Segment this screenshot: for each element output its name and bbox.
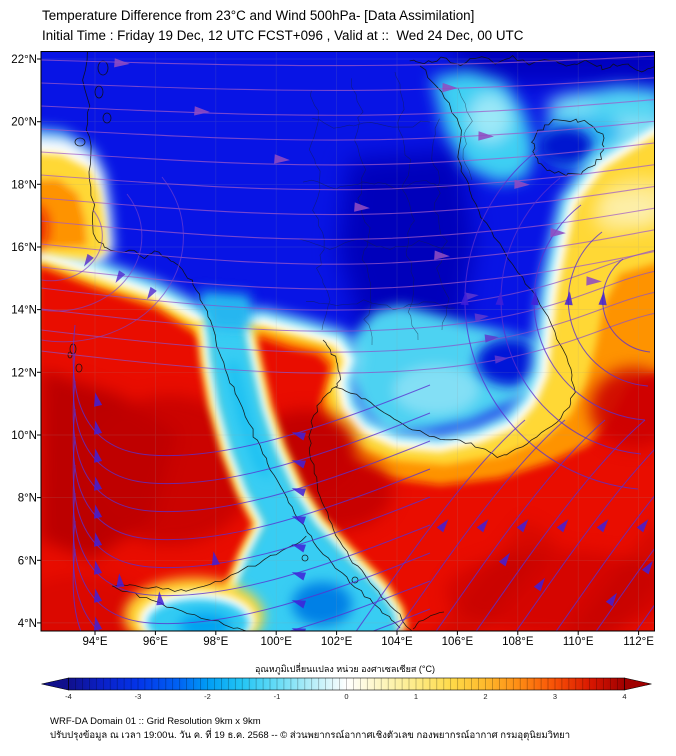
svg-text:-4: -4 [65, 692, 72, 701]
svg-text:Temperature Difference from 23: Temperature Difference from 23°C and Win… [42, 8, 474, 23]
svg-text:-2: -2 [204, 692, 211, 701]
svg-text:22°N: 22°N [11, 54, 37, 66]
svg-text:100°E: 100°E [260, 636, 292, 648]
svg-text:3: 3 [553, 692, 557, 701]
svg-text:112°E: 112°E [623, 636, 654, 648]
svg-text:94°E: 94°E [82, 636, 107, 648]
svg-text:18°N: 18°N [11, 179, 37, 191]
svg-text:6°N: 6°N [18, 555, 37, 567]
svg-text:10°N: 10°N [11, 430, 37, 442]
svg-text:1: 1 [414, 692, 418, 701]
svg-text:104°E: 104°E [381, 636, 413, 648]
svg-text:110°E: 110°E [563, 636, 594, 648]
svg-text:8°N: 8°N [18, 493, 37, 505]
svg-text:102°E: 102°E [321, 636, 353, 648]
svg-text:0: 0 [344, 692, 348, 701]
svg-text:ปรับปรุงข้อมูล ณ เวลา 19:00น.: ปรับปรุงข้อมูล ณ เวลา 19:00น. วัน ค. ที่… [50, 728, 570, 741]
svg-text:14°N: 14°N [11, 305, 37, 317]
svg-text:16°N: 16°N [11, 242, 37, 254]
svg-text:2: 2 [483, 692, 487, 701]
svg-text:Initial Time : Friday 19 Dec,: Initial Time : Friday 19 Dec, 12 UTC FCS… [42, 28, 524, 43]
svg-text:อุณหภูมิเปลี่ยนแปลง หน่วย องศา: อุณหภูมิเปลี่ยนแปลง หน่วย องศาเซลเซียส (… [255, 662, 435, 675]
svg-text:108°E: 108°E [502, 636, 534, 648]
svg-text:-1: -1 [274, 692, 281, 701]
svg-text:4°N: 4°N [18, 618, 37, 630]
svg-text:WRF-DA Domain 01 :: Grid Resol: WRF-DA Domain 01 :: Grid Resolution 9km … [50, 716, 261, 727]
svg-text:-3: -3 [135, 692, 142, 701]
svg-text:20°N: 20°N [11, 117, 37, 129]
svg-text:12°N: 12°N [11, 367, 37, 379]
svg-text:98°E: 98°E [203, 636, 228, 648]
svg-text:4: 4 [622, 692, 626, 701]
svg-text:106°E: 106°E [442, 636, 474, 648]
svg-text:96°E: 96°E [143, 636, 168, 648]
